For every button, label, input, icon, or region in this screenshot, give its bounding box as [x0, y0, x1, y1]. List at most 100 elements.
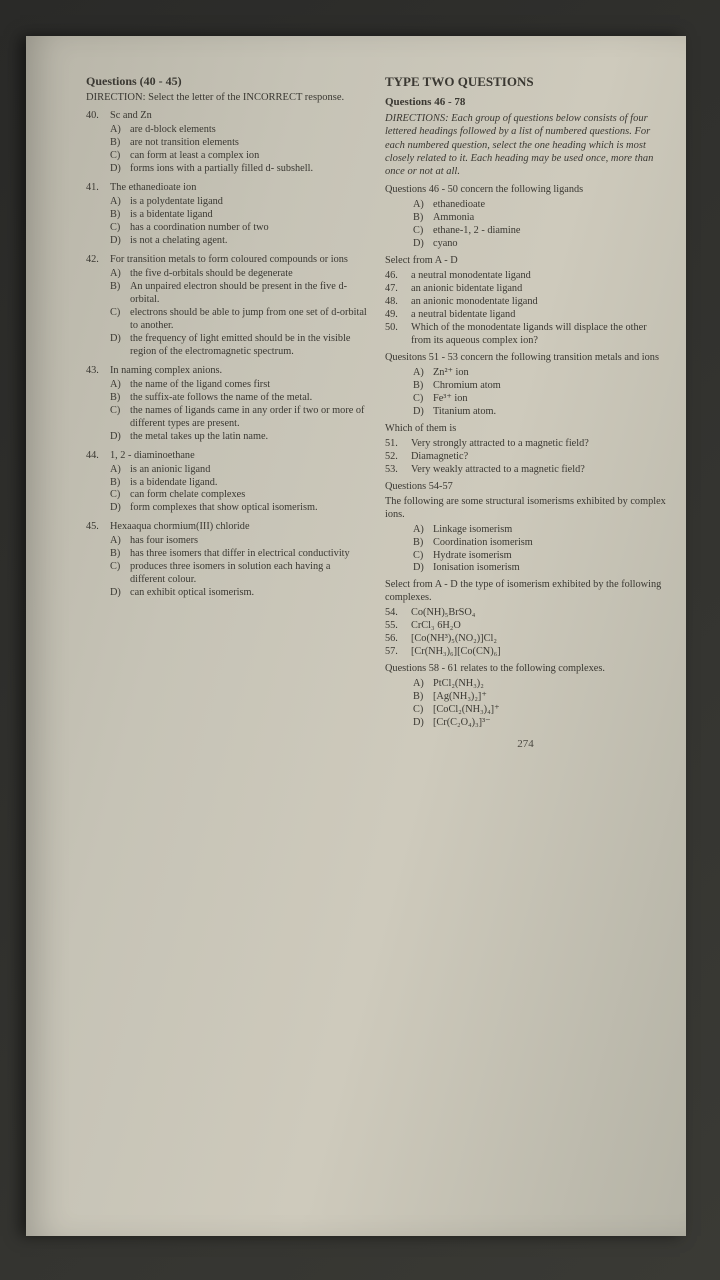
option: B)is a bidentate ligand	[110, 209, 367, 222]
item-text: [Co(NH³)₅(NO₂)]Cl₂	[411, 633, 666, 646]
question: 42.For transition metals to form coloure…	[86, 254, 367, 359]
option: B)Chromium atom	[413, 380, 666, 393]
item-text: a neutral monodentate ligand	[411, 270, 666, 283]
option-text: Linkage isomerism	[433, 524, 666, 537]
option-letter: D)	[110, 163, 130, 176]
option: A)is an anionic ligand	[110, 464, 367, 477]
option-text: are d-block elements	[130, 124, 367, 137]
option-letter: C)	[110, 561, 130, 587]
option-letter: B)	[413, 380, 433, 393]
group-lead: Select from A - D	[385, 255, 666, 268]
option-letter: B)	[110, 209, 130, 222]
numbered-item: 55.CrCl₃ 6H₂O	[385, 620, 666, 633]
option-text: the suffix-ate follows the name of the m…	[130, 392, 367, 405]
option: B)Ammonia	[413, 212, 666, 225]
question-range: Questions 46 - 78	[385, 96, 666, 110]
item-text: an anionic monodentate ligand	[411, 296, 666, 309]
option-text: Ionisation isomerism	[433, 562, 666, 575]
item-number: 57.	[385, 646, 411, 659]
option-text: ethanedioate	[433, 199, 666, 212]
option-letter: A)	[110, 535, 130, 548]
numbered-item: 53.Very weakly attracted to a magnetic f…	[385, 464, 666, 477]
option-text: Titanium atom.	[433, 406, 666, 419]
option-letter: C)	[110, 222, 130, 235]
option: C)Hydrate isomerism	[413, 550, 666, 563]
group-lead: Which of them is	[385, 423, 666, 436]
option-letter: A)	[110, 268, 130, 281]
item-text: [Cr(NH₃)₆][Co(CN)₆]	[411, 646, 666, 659]
item-text: Very strongly attracted to a magnetic fi…	[411, 438, 666, 451]
option-letter: B)	[110, 477, 130, 490]
option-letter: B)	[110, 548, 130, 561]
option: C)can form at least a complex ion	[110, 150, 367, 163]
option-text: can exhibit optical isomerism.	[130, 587, 367, 600]
option-text: ethane-1, 2 - diamine	[433, 225, 666, 238]
numbered-item: 47.an anionic bidentate ligand	[385, 283, 666, 296]
option: C)has a coordination number of two	[110, 222, 367, 235]
item-number: 51.	[385, 438, 411, 451]
option-text: [Cr(C₂O₄)₃]³⁻	[433, 717, 666, 730]
question: 44.1, 2 - diaminoethaneA)is an anionic l…	[86, 450, 367, 516]
option-text: the name of the ligand comes first	[130, 379, 367, 392]
option: A)the name of the ligand comes first	[110, 379, 367, 392]
option-text: electrons should be able to jump from on…	[130, 307, 367, 333]
question-stem: For transition metals to form coloured c…	[110, 254, 367, 267]
option-text: [Ag(NH₃)₂]⁺	[433, 691, 666, 704]
option: C)can form chelate complexes	[110, 489, 367, 502]
numbered-item: 48.an anionic monodentate ligand	[385, 296, 666, 309]
option: D)the frequency of light emitted should …	[110, 333, 367, 359]
option: A)is a polydentate ligand	[110, 196, 367, 209]
option-text: has four isomers	[130, 535, 367, 548]
option-text: PtCl₂(NH₃)₂	[433, 678, 666, 691]
option-letter: C)	[110, 405, 130, 431]
option: D)form complexes that show optical isome…	[110, 502, 367, 515]
option-letter: B)	[413, 212, 433, 225]
option-letter: C)	[413, 393, 433, 406]
item-text: Which of the monodentate ligands will di…	[411, 322, 666, 348]
numbered-item: 50.Which of the monodentate ligands will…	[385, 322, 666, 348]
option: D)the metal takes up the latin name.	[110, 431, 367, 444]
group-title: Questions 58 - 61 relates to the followi…	[385, 663, 666, 676]
option-letter: A)	[110, 379, 130, 392]
option-text: Ammonia	[433, 212, 666, 225]
item-number: 46.	[385, 270, 411, 283]
numbered-item: 51.Very strongly attracted to a magnetic…	[385, 438, 666, 451]
option: B)the suffix-ate follows the name of the…	[110, 392, 367, 405]
option: C)ethane-1, 2 - diamine	[413, 225, 666, 238]
option-text: forms ions with a partially filled d- su…	[130, 163, 367, 176]
option: B)are not transition elements	[110, 137, 367, 150]
numbered-item: 54.Co(NH)₅BrSO₄	[385, 607, 666, 620]
option: B)is a bidendate ligand.	[110, 477, 367, 490]
option: C)Fe³⁺ ion	[413, 393, 666, 406]
right-column: TYPE TWO QUESTIONS Questions 46 - 78 DIR…	[385, 74, 666, 1236]
section-heading: Questions (40 - 45)	[86, 74, 367, 89]
option-letter: B)	[110, 281, 130, 307]
direction-text: DIRECTIONS: Each group of questions belo…	[385, 112, 666, 178]
option: C)the names of ligands came in any order…	[110, 405, 367, 431]
question: 45.Hexaaqua chormium(III) chlorideA)has …	[86, 521, 367, 600]
option-text: is a bidendate ligand.	[130, 477, 367, 490]
question-stem: The ethanedioate ion	[110, 182, 367, 195]
option-letter: D)	[413, 562, 433, 575]
option: B)[Ag(NH₃)₂]⁺	[413, 691, 666, 704]
option: A)Linkage isomerism	[413, 524, 666, 537]
group-pretext: The following are some structural isomer…	[385, 496, 666, 522]
option-text: [CoCl₂(NH₃)₄]⁺	[433, 704, 666, 717]
item-number: 50.	[385, 322, 411, 348]
option: A)PtCl₂(NH₃)₂	[413, 678, 666, 691]
option-text: can form at least a complex ion	[130, 150, 367, 163]
item-text: Very weakly attracted to a magnetic fiel…	[411, 464, 666, 477]
question-stem: Hexaaqua chormium(III) chloride	[110, 521, 367, 534]
option: C)electrons should be able to jump from …	[110, 307, 367, 333]
numbered-item: 56.[Co(NH³)₅(NO₂)]Cl₂	[385, 633, 666, 646]
item-number: 49.	[385, 309, 411, 322]
textbook-page: Questions (40 - 45) DIRECTION: Select th…	[26, 36, 686, 1236]
numbered-item: 52.Diamagnetic?	[385, 451, 666, 464]
option-text: is not a chelating agent.	[130, 235, 367, 248]
item-number: 47.	[385, 283, 411, 296]
option: A)are d-block elements	[110, 124, 367, 137]
question: 41.The ethanedioate ionA)is a polydentat…	[86, 182, 367, 248]
item-text: an anionic bidentate ligand	[411, 283, 666, 296]
item-number: 48.	[385, 296, 411, 309]
question-number: 42.	[86, 254, 110, 267]
